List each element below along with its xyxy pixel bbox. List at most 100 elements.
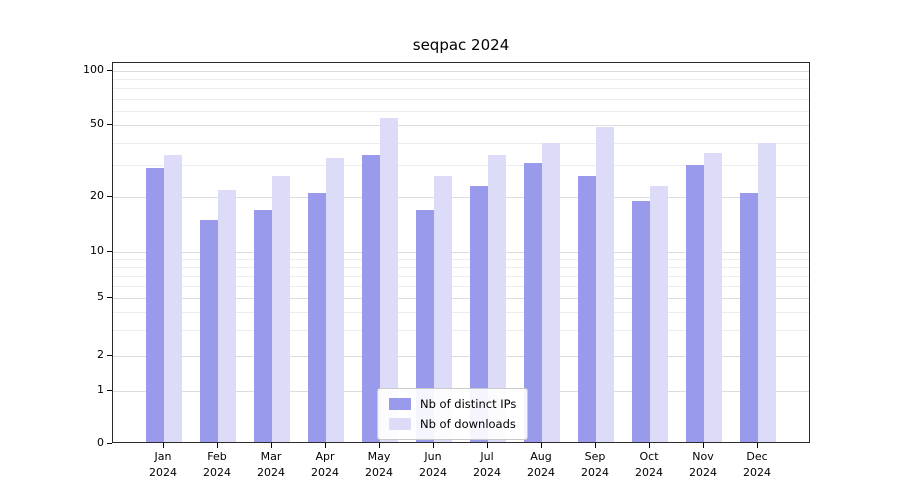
y-tick-label: 20 [90, 189, 104, 202]
x-tick-mark [217, 443, 218, 448]
x-tick-mark [595, 443, 596, 448]
x-tick-month: Sep [584, 450, 606, 463]
plot-area [112, 62, 810, 443]
minor-gridline [113, 79, 809, 81]
x-tick-mark [325, 443, 326, 448]
x-tick-year: 2024 [203, 466, 231, 479]
x-tick-label: Apr 2024 [293, 449, 357, 481]
x-tick-month: Jun [424, 450, 442, 463]
x-tick-month: Aug [530, 450, 552, 463]
y-tick-mark [107, 390, 112, 391]
bar-nb-of-downloads [272, 176, 290, 442]
legend-item: Nb of distinct IPs [389, 397, 516, 411]
bar-nb-of-distinct-ips [632, 201, 650, 442]
x-tick-label: May 2024 [347, 449, 411, 481]
x-tick-label: Aug 2024 [509, 449, 573, 481]
x-tick-label: Mar 2024 [239, 449, 303, 481]
bar-nb-of-downloads [326, 157, 344, 442]
y-tick-mark [107, 251, 112, 252]
minor-gridline [113, 285, 809, 287]
y-tick-mark [107, 355, 112, 356]
y-tick-label: 2 [97, 348, 104, 361]
x-tick-month: Jan [154, 450, 172, 463]
y-tick-label: 1 [97, 383, 104, 396]
x-tick-year: 2024 [149, 466, 177, 479]
bar-nb-of-distinct-ips [578, 176, 596, 442]
bar-nb-of-downloads [164, 155, 182, 442]
bar-nb-of-distinct-ips [146, 167, 164, 442]
x-tick-year: 2024 [689, 466, 717, 479]
y-tick-mark [107, 196, 112, 197]
x-tick-label: Dec 2024 [725, 449, 789, 481]
bar-nb-of-distinct-ips [416, 209, 434, 442]
legend-swatch [389, 398, 411, 410]
x-tick-mark [757, 443, 758, 448]
chart-title: seqpac 2024 [412, 36, 510, 54]
y-tick-mark [107, 297, 112, 298]
major-gridline [113, 125, 809, 126]
x-tick-mark [271, 443, 272, 448]
x-tick-year: 2024 [635, 466, 663, 479]
x-tick-year: 2024 [527, 466, 555, 479]
bar-nb-of-distinct-ips [470, 186, 488, 442]
x-tick-label: Jan 2024 [131, 449, 195, 481]
minor-gridline [113, 312, 809, 314]
x-tick-mark [163, 443, 164, 448]
minor-gridline [113, 142, 809, 144]
minor-gridline [113, 275, 809, 277]
bar-nb-of-distinct-ips [254, 209, 272, 442]
y-tick-mark [107, 124, 112, 125]
legend-item: Nb of downloads [389, 417, 516, 431]
bar-nb-of-downloads [380, 117, 398, 442]
x-tick-year: 2024 [419, 466, 447, 479]
legend-label: Nb of downloads [420, 417, 516, 431]
x-tick-label: Oct 2024 [617, 449, 681, 481]
major-gridline [113, 356, 809, 357]
x-tick-month: May [367, 450, 391, 463]
bar-nb-of-downloads [542, 142, 560, 442]
x-tick-month: Jul [480, 450, 494, 463]
major-gridline [113, 71, 809, 72]
bar-nb-of-downloads [758, 142, 776, 442]
x-tick-mark [487, 443, 488, 448]
legend-swatch [389, 418, 411, 430]
x-tick-month: Mar [260, 450, 282, 463]
x-tick-year: 2024 [581, 466, 609, 479]
bar-nb-of-downloads [596, 126, 614, 442]
bar-nb-of-downloads [650, 186, 668, 442]
major-gridline [113, 298, 809, 299]
x-tick-mark [649, 443, 650, 448]
x-tick-year: 2024 [365, 466, 393, 479]
bar-nb-of-distinct-ips [200, 219, 218, 442]
bar-nb-of-downloads [704, 153, 722, 442]
minor-gridline [113, 258, 809, 260]
y-tick-mark [107, 443, 112, 444]
legend-label: Nb of distinct IPs [420, 397, 517, 411]
y-tick-label: 100 [83, 63, 104, 76]
minor-gridline [113, 330, 809, 332]
x-tick-mark [433, 443, 434, 448]
x-tick-month: Nov [692, 450, 714, 463]
y-tick-label: 0 [97, 436, 104, 449]
x-tick-year: 2024 [743, 466, 771, 479]
y-tick-label: 5 [97, 290, 104, 303]
y-tick-label: 10 [90, 244, 104, 257]
bar-nb-of-distinct-ips [524, 162, 542, 442]
x-tick-label: Sep 2024 [563, 449, 627, 481]
minor-gridline [113, 266, 809, 268]
x-tick-year: 2024 [257, 466, 285, 479]
bar-nb-of-downloads [488, 155, 506, 442]
x-tick-mark [379, 443, 380, 448]
minor-gridline [113, 165, 809, 167]
x-tick-label: Nov 2024 [671, 449, 735, 481]
x-tick-month: Apr [315, 450, 335, 463]
minor-gridline [113, 110, 809, 112]
legend: Nb of distinct IPs Nb of downloads [377, 388, 529, 440]
x-tick-label: Jul 2024 [455, 449, 519, 481]
bar-nb-of-distinct-ips [740, 193, 758, 442]
bar-nb-of-distinct-ips [308, 193, 326, 442]
x-tick-year: 2024 [311, 466, 339, 479]
major-gridline [113, 197, 809, 198]
x-tick-year: 2024 [473, 466, 501, 479]
